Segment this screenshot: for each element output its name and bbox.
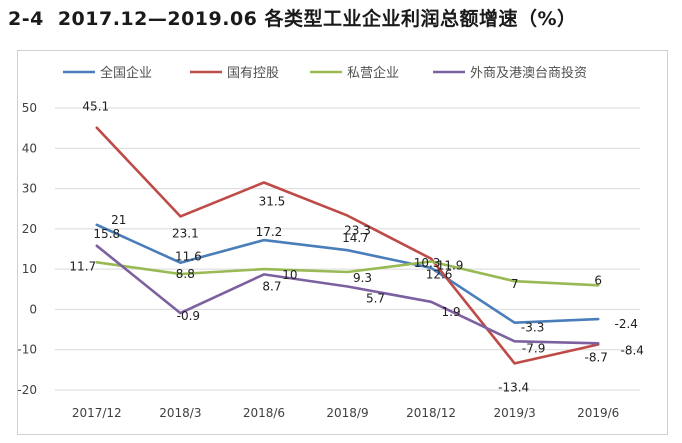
legend-label: 外商及港澳台商投资 (470, 65, 587, 81)
data-label: -7.9 (522, 341, 545, 355)
data-label: -8.4 (621, 343, 644, 357)
data-label: 11.9 (437, 258, 464, 272)
x-tick-label: 2018/9 (326, 406, 368, 420)
data-label: 11.7 (69, 259, 96, 273)
data-label: 6 (594, 273, 602, 287)
data-label: 15.8 (93, 227, 120, 241)
x-tick-label: 2018/6 (243, 406, 285, 420)
figure-title: 2017.12—2019.06 各类型工业企业利润总额增速（%） (57, 8, 577, 30)
data-label: 31.5 (259, 195, 286, 209)
data-label: -0.9 (177, 309, 200, 323)
series-line-1 (95, 223, 600, 325)
data-label: 17.2 (256, 225, 283, 239)
chart-title: 2-4 2017.12—2019.06 各类型工业企业利润总额增速（%） (8, 4, 577, 31)
legend-label: 国有控股 (227, 66, 279, 81)
y-tick-label: 50 (22, 101, 37, 115)
data-label: 8.8 (176, 267, 195, 281)
y-tick-label: 40 (22, 141, 37, 155)
figure-number: 2-4 (8, 8, 44, 30)
data-label: 10.3 (414, 256, 441, 270)
y-tick-label: 0 (29, 302, 37, 316)
data-label: 21 (111, 213, 126, 227)
data-label: -3.3 (521, 321, 544, 335)
data-label: 9.3 (353, 271, 372, 285)
data-label: 11.6 (175, 250, 202, 264)
data-label: 1.9 (442, 305, 461, 319)
x-tick-label: 2019/6 (577, 406, 619, 420)
data-label: -2.4 (615, 317, 638, 331)
data-label: 10 (282, 268, 297, 282)
data-label: 8.7 (262, 279, 281, 293)
x-tick-label: 2018/12 (406, 406, 456, 420)
legend-label: 全国企业 (100, 65, 152, 81)
y-tick-label: 20 (22, 222, 37, 236)
series-line-2 (95, 126, 600, 365)
legend-label: 私营企业 (347, 65, 399, 81)
data-label: 7 (511, 277, 519, 291)
data-label: -13.4 (498, 380, 529, 394)
data-label: 45.1 (82, 100, 109, 114)
data-label: 14.7 (342, 231, 369, 245)
x-tick-label: 2018/3 (159, 406, 201, 420)
data-label: -8.7 (585, 350, 608, 364)
x-tick-label: 2017/12 (72, 406, 122, 420)
x-tick-label: 2019/3 (494, 406, 536, 420)
y-tick-label: -20 (17, 383, 37, 397)
y-tick-label: -10 (17, 343, 37, 357)
y-tick-label: 30 (22, 182, 37, 196)
chart-area (17, 50, 668, 435)
data-label: 23.3 (344, 224, 371, 238)
data-label: 5.7 (366, 291, 385, 305)
data-label: 23.1 (172, 226, 199, 240)
y-tick-label: 10 (22, 262, 37, 276)
series-line-4 (95, 244, 600, 345)
data-label: 12.6 (426, 268, 453, 282)
series-line-3 (95, 260, 600, 287)
